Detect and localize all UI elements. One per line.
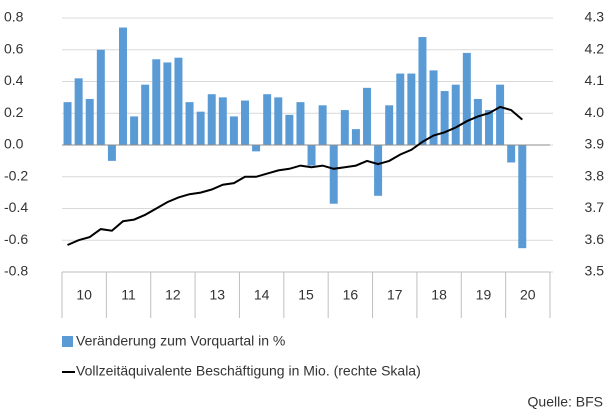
source: Quelle: BFS: [528, 394, 603, 410]
bar: [241, 100, 249, 145]
y2-tick-label: 3.7: [585, 199, 605, 215]
bar: [163, 62, 172, 146]
x-tick-label: 18: [431, 287, 447, 303]
bar: [418, 37, 427, 145]
bar: [396, 73, 405, 145]
bar: [363, 87, 371, 145]
y-tick-label: 0.4: [4, 72, 24, 88]
bar: [274, 97, 283, 145]
legend-label: Veränderung zum Vorquartal in %: [76, 333, 285, 349]
y-tick-label: -0.2: [4, 167, 28, 183]
x-tick-label: 16: [343, 287, 359, 303]
bar: [440, 91, 449, 145]
x-tick-label: 17: [387, 287, 403, 303]
bar: [196, 111, 205, 145]
x-tick-label: 11: [121, 287, 136, 303]
y2-tick-label: 4.1: [585, 72, 605, 88]
x-tick-label: 14: [254, 287, 270, 303]
x-tick-label: 10: [76, 287, 92, 303]
bar: [252, 145, 261, 152]
bar: [174, 57, 183, 145]
bar: [307, 145, 316, 166]
bar: [207, 94, 216, 145]
y2-tick-label: 3.8: [585, 167, 605, 183]
bar: [296, 102, 305, 145]
bar: [496, 84, 505, 145]
x-tick-label: 19: [476, 287, 492, 303]
line: [67, 105, 523, 246]
bar: [462, 52, 471, 145]
bar: [407, 73, 416, 145]
x-tick-label: 15: [298, 287, 314, 303]
bar: [340, 110, 349, 145]
bar: [263, 94, 272, 145]
y2-tick-label: 4.0: [585, 104, 605, 120]
x-tick-label: 20: [520, 287, 536, 303]
bar: [374, 145, 383, 196]
bar: [229, 116, 238, 145]
bar: [96, 49, 105, 145]
bar: [218, 97, 227, 145]
bar: [518, 145, 527, 249]
y-tick-label: -0.6: [4, 231, 28, 247]
y2-tick-label: 4.2: [585, 40, 605, 56]
bar: [63, 102, 72, 145]
y-tick-label: 0.0: [4, 136, 24, 152]
bar: [285, 114, 294, 145]
bar: [329, 145, 338, 204]
bar: [429, 70, 438, 145]
x-tick-label: 12: [165, 287, 181, 303]
y-tick-label: -0.4: [4, 199, 28, 215]
y-tick-label: -0.8: [4, 263, 28, 279]
y-tick-label: 0.6: [4, 40, 24, 56]
y2-tick-label: 3.5: [585, 263, 605, 279]
bar: [451, 84, 460, 145]
bar: [85, 98, 94, 145]
y-tick-label: 0.8: [4, 9, 24, 25]
y-tick-label: 0.2: [4, 104, 24, 120]
bar: [185, 102, 194, 145]
bar: [507, 145, 516, 163]
y2-tick-label: 4.3: [585, 9, 605, 25]
bar: [74, 78, 83, 145]
bar: [485, 110, 493, 145]
bar: [107, 145, 116, 161]
bar: [141, 84, 150, 145]
legend-swatch: [62, 336, 73, 347]
bar: [152, 59, 161, 145]
legend-label: Vollzeitäquivalente Beschäftigung in Mio…: [76, 363, 421, 379]
bar: [130, 116, 139, 145]
y2-tick-label: 3.6: [585, 231, 605, 247]
bar: [473, 98, 482, 145]
y2-tick-label: 3.9: [585, 136, 605, 152]
bar: [119, 27, 127, 145]
bar: [351, 129, 360, 145]
bar: [385, 105, 394, 145]
x-tick-label: 13: [209, 287, 225, 303]
bar: [318, 105, 327, 145]
